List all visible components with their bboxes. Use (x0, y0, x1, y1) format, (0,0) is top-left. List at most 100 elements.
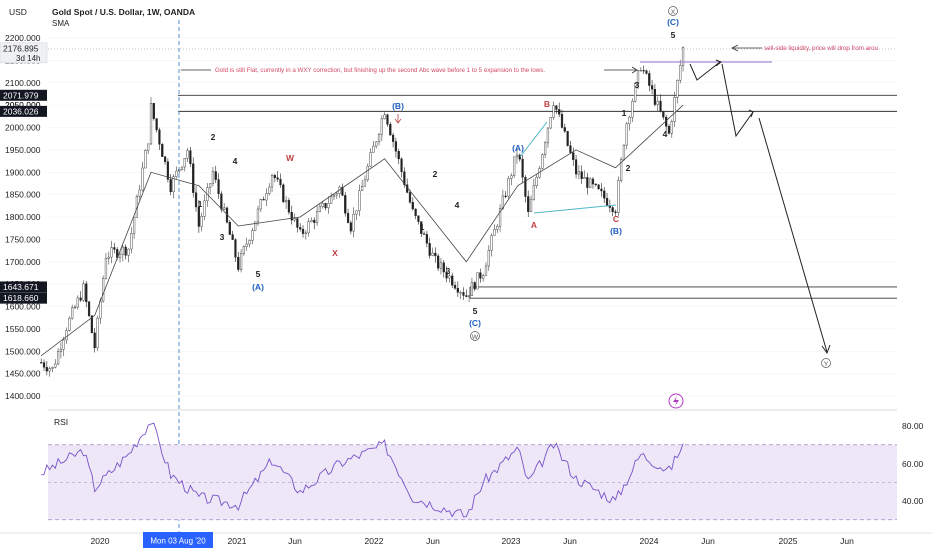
candle-body (85, 283, 88, 303)
projection-arrow-3 (821, 344, 831, 355)
candle-body (577, 171, 580, 175)
candle-body (408, 192, 412, 203)
candle-body (71, 307, 74, 319)
time-axis[interactable]: 2020 2021 Jun 2022 Jun 2023 Jun 2024 Jun 2025 Jun … (0, 532, 932, 548)
candle-body (451, 275, 454, 286)
candle-body (234, 239, 237, 258)
price-badge (0, 281, 47, 293)
candle-body (544, 142, 547, 155)
candle-body (279, 179, 282, 186)
price-badge-label: 1643.671 (3, 282, 39, 292)
rsi-pane: RSI 80.00 60.00 40.00 (41, 409, 924, 521)
candle-body (352, 213, 355, 232)
candle-body (203, 200, 206, 217)
candle-body (270, 175, 274, 188)
candle-body (679, 65, 682, 81)
candle-body (273, 175, 276, 178)
candle-body (453, 284, 457, 289)
candle-body (442, 262, 445, 273)
candle-body (217, 179, 220, 195)
projection-arrow-2 (748, 109, 754, 118)
candle-body (265, 193, 268, 201)
candle-body (82, 283, 85, 301)
lightning-icon-glyph (673, 396, 679, 406)
candle-body (254, 221, 257, 231)
candle-body (102, 278, 105, 302)
candle-body (493, 229, 496, 236)
candle-body (468, 295, 471, 297)
price-badge-sub: 3d 14h (16, 54, 40, 63)
price-tick: 1600.000 (5, 302, 41, 312)
projection-path-3 (758, 117, 828, 353)
candle-body (650, 85, 654, 90)
candle-body (439, 262, 443, 269)
candle-body (484, 265, 488, 276)
candle-body (285, 200, 288, 203)
candle-body (107, 256, 110, 259)
candle-body (214, 171, 217, 180)
rsi-tick-40: 40.00 (902, 496, 924, 506)
candle-body (437, 255, 440, 269)
candle-body (138, 189, 141, 197)
candle-body (513, 156, 516, 176)
candle-body (118, 254, 122, 258)
candle-body (341, 186, 344, 196)
candle-body (42, 362, 46, 368)
candle-body (473, 282, 476, 290)
candle-body (566, 131, 569, 146)
candle-body (535, 176, 538, 187)
candle-body (656, 100, 659, 105)
candle-body (625, 123, 628, 146)
candle-body (546, 127, 550, 144)
time-tick: 2022 (365, 536, 384, 546)
wave-b-red: B (544, 99, 550, 109)
price-badge (0, 89, 47, 101)
price-tick-hidden: 2050.000 (5, 100, 41, 110)
candle-body (620, 159, 623, 181)
candle-body (422, 233, 426, 235)
candle-body (456, 288, 459, 293)
wave-x-red: X (332, 248, 338, 258)
candle-body (56, 351, 60, 365)
candle-body (332, 194, 336, 197)
candle-body (161, 144, 164, 157)
candle-body (574, 159, 578, 175)
candle-body (315, 211, 319, 223)
candle-body (659, 100, 662, 112)
candle-body (192, 163, 195, 193)
wave-b-2023: (B) (610, 226, 622, 236)
time-tick: Jun (288, 536, 302, 546)
candle-body (45, 367, 48, 372)
candle-body (133, 217, 136, 234)
price-badge-label: 2071.979 (3, 90, 39, 100)
candle-body (363, 179, 367, 187)
candle-body (631, 101, 634, 118)
price-tick: 1950.000 (5, 145, 41, 155)
candle-body (541, 154, 544, 169)
wave-labels: 2 1 3 4 5 (A) W X (B) 1 2 3 4 5 (C) W (A… (198, 6, 831, 368)
crosshair-time-label: Mon 03 Aug '20 (150, 537, 206, 546)
candle-body (62, 339, 65, 350)
right-note-arrow-head (731, 44, 739, 52)
currency-label: USD (9, 7, 27, 17)
candle-body (276, 177, 279, 180)
candle-body (296, 218, 299, 228)
price-badge (0, 42, 48, 64)
price-badge-label: 2176.895 (3, 43, 39, 53)
candle-body (335, 193, 338, 196)
candle-body (127, 248, 130, 256)
candle-body (209, 183, 212, 188)
rsi-tick-80: 80.00 (902, 421, 924, 431)
candles (40, 46, 685, 377)
lightning-icon[interactable] (668, 393, 684, 409)
candle-body (73, 306, 77, 309)
time-tick: Jun (701, 536, 715, 546)
candle-body (603, 190, 606, 199)
wave-2-4: 4 (455, 200, 460, 210)
candle-body (420, 221, 423, 234)
candle-body (515, 154, 519, 158)
wave-1-4: 4 (233, 156, 238, 166)
candle-body (532, 185, 535, 200)
wave-a-2023: (A) (512, 143, 524, 153)
